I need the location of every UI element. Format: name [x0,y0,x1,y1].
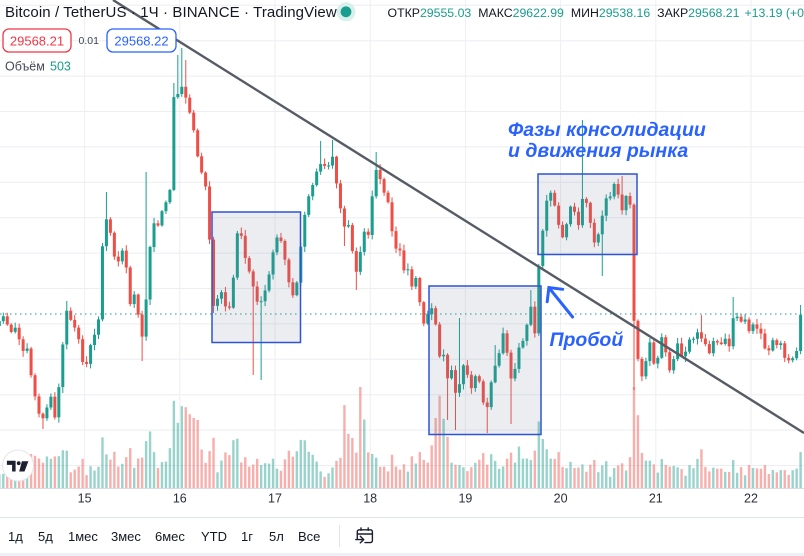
svg-text:21: 21 [649,492,663,506]
svg-text:6мес: 6мес [155,529,185,544]
svg-text:29568.21: 29568.21 [10,33,64,48]
svg-text:1г: 1г [241,529,253,544]
svg-text:22: 22 [744,492,758,506]
svg-text:Фазы консолидации: Фазы консолидации [508,119,706,141]
svg-text:5д: 5д [38,529,53,544]
svg-text:1д: 1д [8,529,23,544]
svg-text:29568.22: 29568.22 [114,33,168,48]
svg-text:Все: Все [298,529,320,544]
svg-text:1мес: 1мес [68,529,98,544]
svg-text:20: 20 [554,492,568,506]
svg-text:YTD: YTD [201,529,227,544]
svg-text:15: 15 [78,492,92,506]
svg-text:503: 503 [50,60,71,74]
svg-text:Пробой: Пробой [550,329,624,351]
svg-text:3мес: 3мес [111,529,141,544]
svg-text:0.01: 0.01 [79,35,100,47]
svg-text:19: 19 [458,492,472,506]
svg-text:16: 16 [173,492,187,506]
svg-text:5л: 5л [269,529,284,544]
svg-text:Bitcoin / TetherUS · 1Ч · BINA: Bitcoin / TetherUS · 1Ч · BINANCE · Trad… [5,4,337,21]
svg-text:17: 17 [268,492,282,506]
svg-text:Объём: Объём [5,60,45,74]
svg-text:18: 18 [363,492,377,506]
svg-text:и движения рынка: и движения рынка [508,140,688,162]
